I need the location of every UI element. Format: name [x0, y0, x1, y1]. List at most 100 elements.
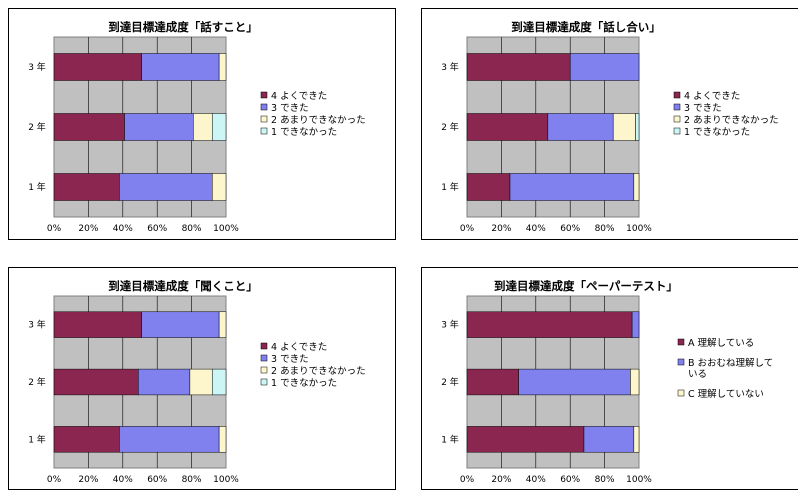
- bar-segment: [53, 53, 142, 81]
- y-tick-label: 1 年: [441, 181, 459, 193]
- legend-swatch: [260, 127, 268, 135]
- x-tick-label: 60%: [147, 224, 167, 234]
- bar-segment: [635, 113, 640, 141]
- x-tick-label: 60%: [147, 475, 167, 485]
- bar-segment: [630, 368, 640, 396]
- legend-label: 3 できた: [684, 103, 722, 114]
- legend-label: 4 よくできた: [684, 91, 740, 102]
- x-tick-label: 100%: [626, 475, 652, 485]
- legend-swatch: [260, 378, 268, 386]
- chart-title: 到達目標達成度「話すこと」: [108, 20, 258, 34]
- bar-segment: [211, 173, 227, 201]
- bar-segment: [53, 426, 120, 453]
- y-tick-label: 2 年: [441, 376, 459, 388]
- bar-segment: [138, 368, 191, 396]
- y-tick-label: 3 年: [441, 319, 459, 331]
- bar-segment: [633, 173, 640, 201]
- y-tick-label: 2 年: [441, 121, 459, 133]
- y-tick-label: 2 年: [28, 121, 46, 133]
- legend-label: 1 できなかった: [271, 127, 337, 138]
- legend-swatch: [260, 91, 268, 99]
- legend-swatch: [260, 115, 268, 123]
- y-tick-label: 3 年: [441, 61, 459, 73]
- y-tick-label: 1 年: [28, 433, 46, 445]
- bar-segment: [218, 311, 227, 338]
- x-tick-label: 100%: [213, 224, 239, 234]
- bar-segment: [631, 311, 640, 338]
- chart-panel-speaking: 到達目標達成度「話すこと」 0% 20% 40% 60% 80% 100% 3 年 2 年 1 年…: [8, 8, 396, 240]
- bar-segment: [612, 113, 636, 141]
- y-tick-label: 3 年: [28, 319, 46, 331]
- legend-swatch: [260, 103, 268, 111]
- bar-segment: [509, 173, 635, 201]
- bar-segment: [211, 368, 227, 396]
- bar-segment: [53, 173, 120, 201]
- bar-segment: [53, 368, 139, 396]
- bar-segment: [466, 368, 519, 396]
- x-tick-label: 80%: [595, 475, 615, 485]
- x-tick-label: 60%: [560, 224, 580, 234]
- bar-segment: [141, 311, 220, 338]
- bar-segment: [466, 113, 549, 141]
- legend-swatch: [677, 338, 685, 346]
- chart-title: 到達目標達成度「話し合い」: [511, 20, 661, 34]
- bar-segment: [141, 53, 220, 81]
- x-tick-label: 0%: [460, 224, 475, 234]
- chart-listening: 到達目標達成度「聞くこと」 0% 20% 40% 60% 80% 100% 3 年 2 年 1 年…: [28, 279, 365, 485]
- legend-label: 4 よくできた: [271, 342, 327, 353]
- bar-segment: [569, 53, 640, 81]
- y-tick-label: 2 年: [28, 376, 46, 388]
- legend-swatch: [673, 91, 681, 99]
- y-tick-label: 1 年: [28, 181, 46, 193]
- chart-panel-listening: 到達目標達成度「聞くこと」 0% 20% 40% 60% 80% 100% 3 年 2 年 1 年…: [8, 267, 396, 490]
- chart-title: 到達目標達成度「ペーパーテスト」: [494, 279, 678, 293]
- x-tick-label: 100%: [213, 475, 239, 485]
- legend-label: A 理解している: [688, 337, 754, 349]
- x-tick-label: 40%: [526, 475, 546, 485]
- bar-segment: [466, 311, 633, 338]
- x-tick-label: 40%: [113, 475, 133, 485]
- chart-discussion: 到達目標達成度「話し合い」 0% 20% 40% 60% 80% 100% 3 年 2 年 1 年…: [441, 20, 778, 234]
- legend-swatch: [260, 366, 268, 374]
- legend-swatch: [677, 358, 685, 366]
- legend-label: 3 できた: [271, 103, 309, 114]
- bar-segment: [466, 53, 571, 81]
- legend-swatch: [673, 103, 681, 111]
- y-tick-label: 3 年: [28, 61, 46, 73]
- x-tick-label: 80%: [182, 475, 202, 485]
- legend-swatch: [260, 354, 268, 362]
- x-tick-label: 0%: [47, 475, 62, 485]
- y-tick-label: 1 年: [441, 433, 459, 445]
- legend-label: 1 できなかった: [271, 378, 337, 389]
- legend-swatch: [677, 389, 685, 397]
- x-tick-label: 40%: [113, 224, 133, 234]
- bar-segment: [189, 368, 213, 396]
- bar-segment: [518, 368, 631, 396]
- chart-speaking: 到達目標達成度「話すこと」 0% 20% 40% 60% 80% 100% 3 年 2 年 1 年…: [28, 20, 366, 234]
- bar-segment: [53, 311, 142, 338]
- bar-segment: [119, 426, 220, 453]
- legend-label: 1 できなかった: [684, 127, 750, 138]
- chart-title: 到達目標達成度「聞くこと」: [108, 279, 258, 293]
- bar-segment: [583, 426, 635, 453]
- bar-segment: [211, 113, 227, 141]
- x-tick-label: 60%: [560, 475, 580, 485]
- x-tick-label: 20%: [78, 224, 98, 234]
- chart-panel-paper-test: 到達目標達成度「ペーパーテスト」 0% 20% 40% 60% 80% 100% 3 年 2 年…: [421, 267, 798, 490]
- x-tick-label: 80%: [182, 224, 202, 234]
- bar-segment: [218, 426, 227, 453]
- legend-swatch: [260, 342, 268, 350]
- x-tick-label: 0%: [47, 224, 62, 234]
- legend-label: 4 よくできた: [271, 91, 327, 102]
- bar-segment: [119, 173, 213, 201]
- bar-segment: [53, 113, 125, 141]
- legend-label: 2 あまりできなかった: [271, 115, 366, 126]
- x-tick-label: 20%: [491, 224, 511, 234]
- x-tick-label: 0%: [460, 475, 475, 485]
- legend-label: C 理解していない: [688, 388, 764, 400]
- legend-swatch: [673, 127, 681, 135]
- legend-swatch: [673, 115, 681, 123]
- x-tick-label: 20%: [491, 475, 511, 485]
- x-tick-label: 20%: [78, 475, 98, 485]
- bar-segment: [218, 53, 227, 81]
